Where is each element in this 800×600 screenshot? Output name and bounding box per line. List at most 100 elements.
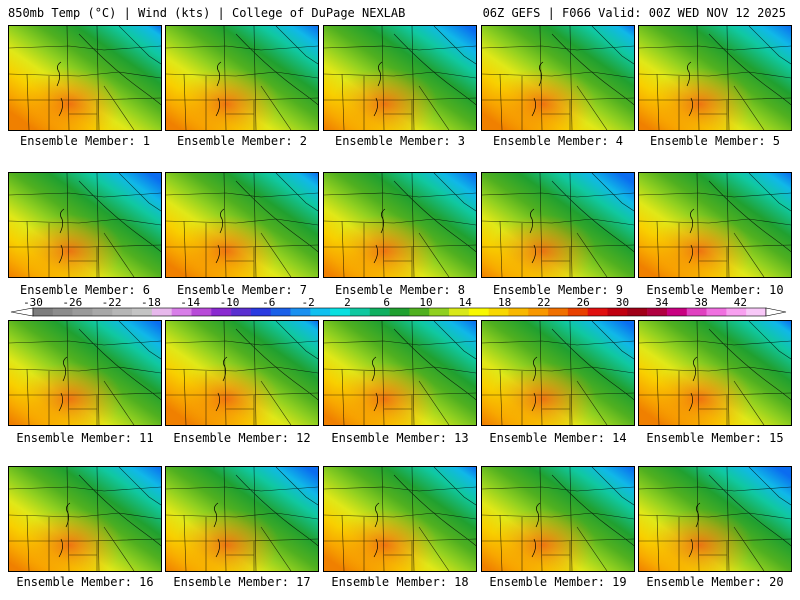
colorbar-tick-label: 22	[537, 296, 550, 309]
colorbar-tick-label: -10	[220, 296, 240, 309]
temperature-field	[9, 26, 161, 130]
colorbar-swatch	[132, 308, 153, 316]
colorbar-tick-label: 2	[344, 296, 351, 309]
ensemble-member-map	[8, 466, 162, 572]
colorbar-swatch	[746, 308, 767, 316]
ensemble-member-label: Ensemble Member: 11	[16, 431, 154, 445]
colorbar-low-arrow	[10, 307, 34, 317]
colorbar-tick-label: 38	[694, 296, 707, 309]
colorbar-swatch	[369, 308, 390, 316]
colorbar-swatch	[726, 308, 747, 316]
colorbar-swatch	[488, 308, 509, 316]
colorbar-tick-label: 14	[459, 296, 473, 309]
ensemble-member-label: Ensemble Member: 12	[173, 431, 311, 445]
colorbar-tick-label: -18	[141, 296, 161, 309]
temperature-field	[482, 467, 634, 571]
ensemble-member-map	[323, 172, 477, 278]
colorbar-swatch	[250, 308, 272, 316]
ensemble-member-label: Ensemble Member: 1	[19, 134, 151, 148]
colorbar-tick-label: -26	[62, 296, 82, 309]
colorbar-swatch	[468, 308, 489, 316]
colorbar-swatch	[151, 308, 172, 316]
ensemble-member-label: Ensemble Member: 8	[334, 283, 466, 297]
colorbar-swatch	[706, 308, 727, 316]
colorbar-tick-label: 30	[616, 296, 629, 309]
ensemble-member-map	[638, 172, 792, 278]
colorbar-swatch	[171, 308, 192, 316]
temperature-field	[166, 173, 318, 277]
colorbar-swatch	[449, 308, 470, 316]
ensemble-member-map	[165, 172, 319, 278]
ensemble-member-map	[323, 25, 477, 131]
colorbar-swatch	[647, 308, 668, 316]
temperature-field	[9, 467, 161, 571]
temperature-field	[324, 321, 476, 425]
ensemble-member-label: Ensemble Member: 9	[492, 283, 624, 297]
ensemble-member-label: Ensemble Member: 18	[331, 575, 469, 589]
temperature-field	[482, 173, 634, 277]
colorbar-swatch	[52, 308, 73, 316]
ensemble-member-label: Ensemble Member: 2	[176, 134, 308, 148]
colorbar-swatch	[270, 308, 291, 316]
colorbar-swatch	[508, 308, 529, 316]
colorbar-tick-label: 10	[419, 296, 432, 309]
temperature-field	[639, 26, 791, 130]
colorbar-tick-label: -22	[102, 296, 122, 309]
colorbar-swatch	[627, 308, 648, 316]
temperature-field	[482, 321, 634, 425]
colorbar-high-arrow	[765, 307, 787, 317]
colorbar-swatch	[33, 308, 54, 316]
colorbar-tick-label: -6	[262, 296, 275, 309]
ensemble-member-map	[323, 466, 477, 572]
colorbar-tick-label: 42	[734, 296, 747, 309]
ensemble-member-label: Ensemble Member: 20	[646, 575, 784, 589]
colorbar-swatch	[349, 308, 371, 316]
ensemble-member-label: Ensemble Member: 13	[331, 431, 469, 445]
ensemble-member-map	[8, 320, 162, 426]
temperature-field	[324, 467, 476, 571]
colorbar-swatch	[686, 308, 707, 316]
colorbar-swatch	[666, 308, 688, 316]
colorbar-tick-label: -14	[180, 296, 200, 309]
ensemble-member-label: Ensemble Member: 14	[489, 431, 627, 445]
colorbar-swatch	[587, 308, 608, 316]
colorbar-tick-label: -30	[23, 296, 43, 309]
model-run-info: 06Z GEFS | F066 Valid: 00Z WED NOV 12 20…	[482, 6, 786, 20]
colorbar-tick-label: -2	[301, 296, 314, 309]
temperature-colorbar: -30 -26 -22 -18 -14 -10 -6 -2 2 6 10 14 18 22 26 30 34 38…	[10, 296, 787, 317]
colorbar-tick-label: 26	[577, 296, 590, 309]
temperature-field	[166, 321, 318, 425]
temperature-field	[9, 173, 161, 277]
ensemble-member-label: Ensemble Member: 17	[173, 575, 311, 589]
temperature-field	[9, 321, 161, 425]
colorbar-swatch	[92, 308, 113, 316]
colorbar-swatch	[528, 308, 549, 316]
colorbar-swatch	[211, 308, 232, 316]
temperature-field	[324, 173, 476, 277]
colorbar-swatch	[429, 308, 450, 316]
map-title: 850mb Temp (°C) | Wind (kts) | College o…	[8, 6, 406, 20]
temperature-field	[639, 173, 791, 277]
temperature-field	[324, 26, 476, 130]
colorbar-swatch	[389, 308, 410, 316]
colorbar-swatch	[72, 308, 93, 316]
colorbar-swatch	[231, 308, 252, 316]
ensemble-member-map	[323, 320, 477, 426]
ensemble-member-label: Ensemble Member: 19	[489, 575, 627, 589]
ensemble-member-map	[165, 25, 319, 131]
temperature-field	[166, 467, 318, 571]
colorbar-tick-label: 6	[383, 296, 390, 309]
ensemble-member-label: Ensemble Member: 5	[649, 134, 781, 148]
colorbar-swatch	[310, 308, 331, 316]
ensemble-member-map	[481, 25, 635, 131]
ensemble-member-map	[481, 466, 635, 572]
ensemble-member-label: Ensemble Member: 7	[176, 283, 308, 297]
ensemble-member-label: Ensemble Member: 10	[646, 283, 784, 297]
ensemble-member-map	[638, 25, 792, 131]
temperature-field	[166, 26, 318, 130]
ensemble-member-map	[165, 466, 319, 572]
colorbar-tick-label: 18	[498, 296, 511, 309]
ensemble-member-label: Ensemble Member: 4	[492, 134, 624, 148]
colorbar-tick-label: 34	[655, 296, 669, 309]
ensemble-member-map	[638, 320, 792, 426]
